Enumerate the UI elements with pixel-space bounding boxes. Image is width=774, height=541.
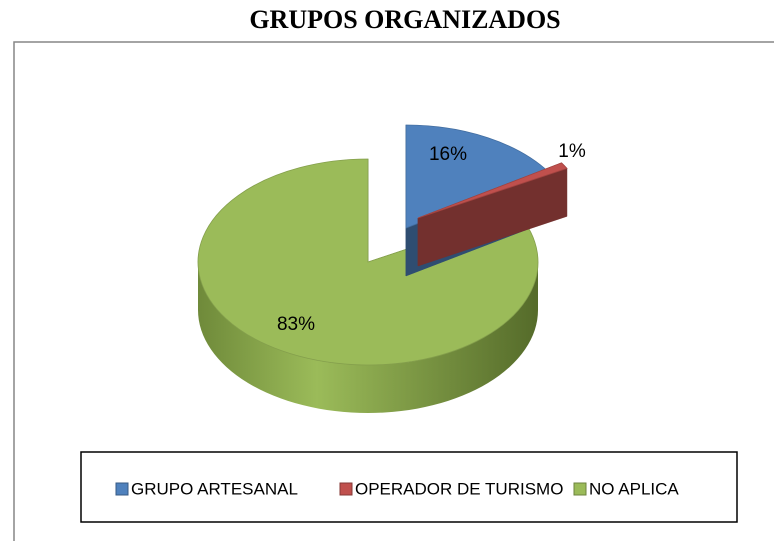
chart-frame — [13, 41, 774, 541]
pie: 16% 1% 83% — [197, 124, 586, 413]
legend-label: NO APLICA — [589, 479, 679, 498]
legend-swatch — [115, 482, 129, 496]
legend-label: GRUPO ARTESANAL — [131, 479, 298, 498]
legend: GRUPO ARTESANAL OPERADOR DE TURISMO NO APL… — [115, 479, 679, 498]
data-label: 83% — [277, 314, 315, 335]
legend-label: OPERADOR DE TURISMO — [355, 479, 563, 498]
slice — [405, 124, 551, 229]
chart-title: GRUPOS ORGANIZADOS — [249, 5, 560, 34]
slice — [417, 162, 568, 219]
data-label: 1% — [558, 141, 586, 162]
slice — [197, 158, 539, 366]
legend-swatch — [339, 482, 353, 496]
slice-wall — [198, 262, 538, 413]
legend-swatch — [573, 482, 587, 496]
legend-box — [80, 451, 738, 523]
data-label: 16% — [429, 144, 467, 165]
